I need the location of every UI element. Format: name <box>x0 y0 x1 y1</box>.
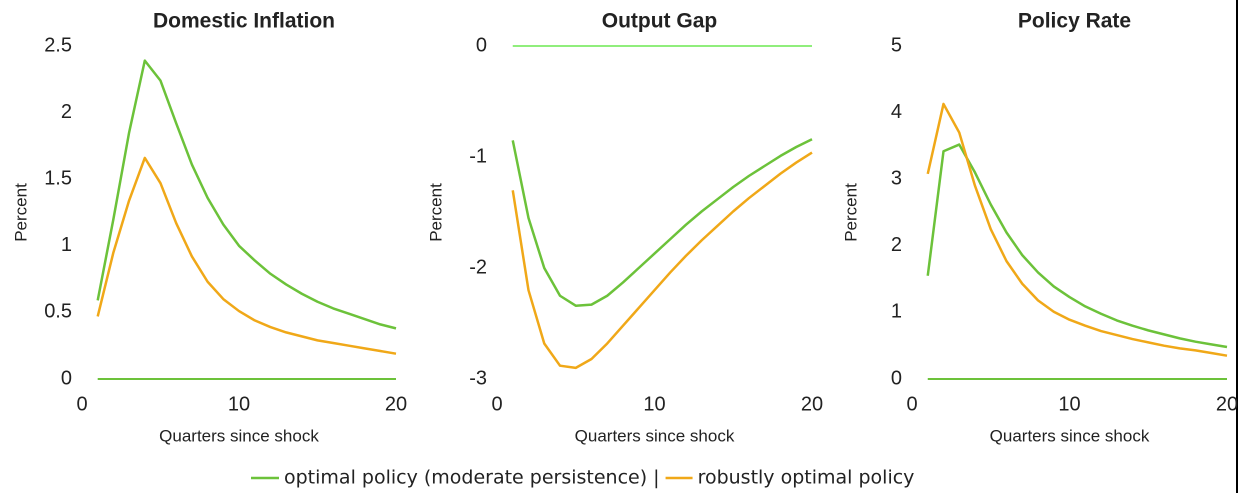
chart-title: Policy Rate <box>1018 10 1131 33</box>
x-axis-label: Quarters since shock <box>575 426 735 445</box>
x-tick-label: 20 <box>1216 393 1238 415</box>
y-tick-label: 2.5 <box>44 34 72 56</box>
x-axis-label: Quarters since shock <box>990 426 1150 445</box>
y-axis-label: Percent <box>11 183 30 242</box>
y-axis-label: Percent <box>426 183 445 242</box>
y-tick-label: -3 <box>469 367 487 389</box>
y-tick-label: 1.5 <box>44 167 72 189</box>
series-line <box>926 102 1228 357</box>
x-tick-label: 0 <box>906 393 917 415</box>
x-tick-label: 0 <box>76 393 87 415</box>
y-tick-label: 2 <box>891 234 902 256</box>
y-tick-label: 0.5 <box>44 301 72 323</box>
legend-separator: | <box>653 467 659 489</box>
y-tick-label: 1 <box>61 234 72 256</box>
y-tick-label: 1 <box>891 301 902 323</box>
x-tick-label: 10 <box>1058 393 1080 415</box>
y-tick-label: 0 <box>61 367 72 389</box>
legend-label: optimal policy (moderate persistence) <box>284 467 647 489</box>
series-line <box>96 156 397 355</box>
x-tick-label: 10 <box>643 393 665 415</box>
y-tick-label: -2 <box>469 256 487 278</box>
y-axis-label: Percent <box>841 183 860 242</box>
y-tick-label: -1 <box>469 145 487 167</box>
x-tick-label: 0 <box>491 393 502 415</box>
y-tick-label: 0 <box>476 34 487 56</box>
y-tick-label: 4 <box>891 101 902 123</box>
series-line <box>926 143 1228 349</box>
x-tick-label: 10 <box>228 393 250 415</box>
y-tick-label: 2 <box>61 101 72 123</box>
chart-title: Output Gap <box>602 10 717 33</box>
chart-title: Domestic Inflation <box>153 10 335 33</box>
series-line <box>511 138 813 307</box>
x-axis-label: Quarters since shock <box>159 426 319 445</box>
legend-label: robustly optimal policy <box>698 467 915 489</box>
y-tick-label: 3 <box>891 167 902 189</box>
series-line <box>511 151 813 370</box>
y-tick-label: 5 <box>891 34 902 56</box>
x-tick-label: 20 <box>385 393 407 415</box>
series-line <box>96 59 397 330</box>
y-tick-label: 0 <box>891 367 902 389</box>
x-tick-label: 20 <box>801 393 823 415</box>
